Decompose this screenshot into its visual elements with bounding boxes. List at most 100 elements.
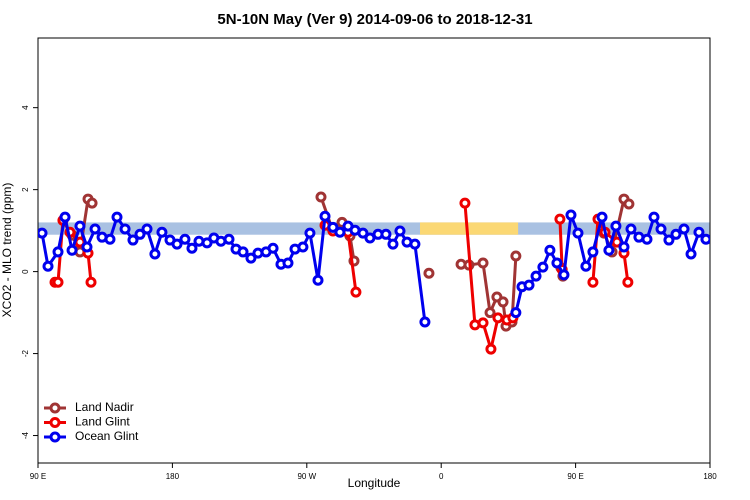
point [282, 257, 294, 269]
point [530, 270, 542, 282]
plot-area [38, 191, 710, 355]
legend-label: Land Nadir [75, 400, 134, 414]
legend-label: Ocean Glint [75, 429, 139, 443]
point [484, 307, 496, 319]
point [186, 242, 198, 254]
point [510, 307, 522, 319]
point [74, 220, 86, 232]
point [111, 211, 123, 223]
point [558, 269, 570, 281]
point [419, 316, 431, 328]
point [641, 233, 653, 245]
y-tick-label: -4 [21, 431, 30, 439]
point [245, 252, 257, 264]
point [537, 261, 549, 273]
point [127, 234, 139, 246]
y-tick-label: -2 [21, 349, 30, 357]
point [223, 233, 235, 245]
point [603, 244, 615, 256]
point [85, 276, 97, 288]
point [52, 276, 64, 288]
point [670, 228, 682, 240]
point [119, 223, 131, 235]
point [52, 246, 64, 258]
point [334, 226, 346, 238]
point [59, 211, 71, 223]
point [312, 274, 324, 286]
point [618, 241, 630, 253]
point [81, 241, 93, 253]
point [492, 312, 504, 324]
x-tick-label: 90 E [567, 472, 583, 481]
point [523, 279, 535, 291]
point [485, 343, 497, 355]
point [678, 223, 690, 235]
point [596, 211, 608, 223]
legend-marker [49, 417, 61, 428]
point [297, 241, 309, 253]
point [171, 238, 183, 250]
point [141, 223, 153, 235]
point [387, 238, 399, 250]
point [655, 223, 667, 235]
point [327, 221, 339, 233]
point [497, 296, 509, 308]
point [554, 213, 566, 225]
point [86, 197, 98, 209]
point [409, 238, 421, 250]
point [134, 228, 146, 240]
point [622, 276, 634, 288]
band [419, 222, 519, 235]
point [551, 257, 563, 269]
point [423, 267, 435, 279]
legend-marker [49, 402, 61, 414]
point [610, 220, 622, 232]
x-axis-label: Longitude [348, 476, 401, 490]
point [572, 227, 584, 239]
point [648, 211, 660, 223]
chart-title: 5N-10N May (Ver 9) 2014-09-06 to 2018-12… [217, 11, 532, 28]
point [510, 250, 522, 262]
x-tick-label: 180 [703, 472, 717, 481]
point [315, 191, 327, 203]
point [319, 210, 331, 222]
band [38, 222, 710, 235]
point [267, 242, 279, 254]
point [104, 233, 116, 245]
point [394, 225, 406, 237]
point [156, 226, 168, 238]
point [201, 237, 213, 249]
y-axis-label: XCO2 - MLO trend (ppm) [0, 183, 14, 318]
point [459, 197, 471, 209]
legend-label: Land Glint [75, 415, 130, 429]
point [66, 244, 78, 256]
point [587, 276, 599, 288]
point [693, 226, 705, 238]
point [685, 248, 697, 260]
point [42, 260, 54, 272]
point [89, 223, 101, 235]
point [477, 257, 489, 269]
point [38, 227, 48, 239]
x-tick-label: 90 W [297, 472, 316, 481]
point [237, 246, 249, 258]
point [149, 248, 161, 260]
point [304, 227, 316, 239]
y-tick-label: 0 [21, 269, 30, 274]
point [565, 209, 577, 221]
point [179, 233, 191, 245]
point [544, 244, 556, 256]
x-tick-label: 180 [166, 472, 180, 481]
point [623, 198, 635, 210]
plot-frame [37, 37, 711, 464]
point [357, 227, 369, 239]
point [580, 260, 592, 272]
point [477, 317, 489, 329]
point [587, 246, 599, 258]
point [700, 233, 710, 245]
point [380, 228, 392, 240]
point [350, 286, 362, 298]
y-tick-label: 4 [21, 105, 30, 110]
